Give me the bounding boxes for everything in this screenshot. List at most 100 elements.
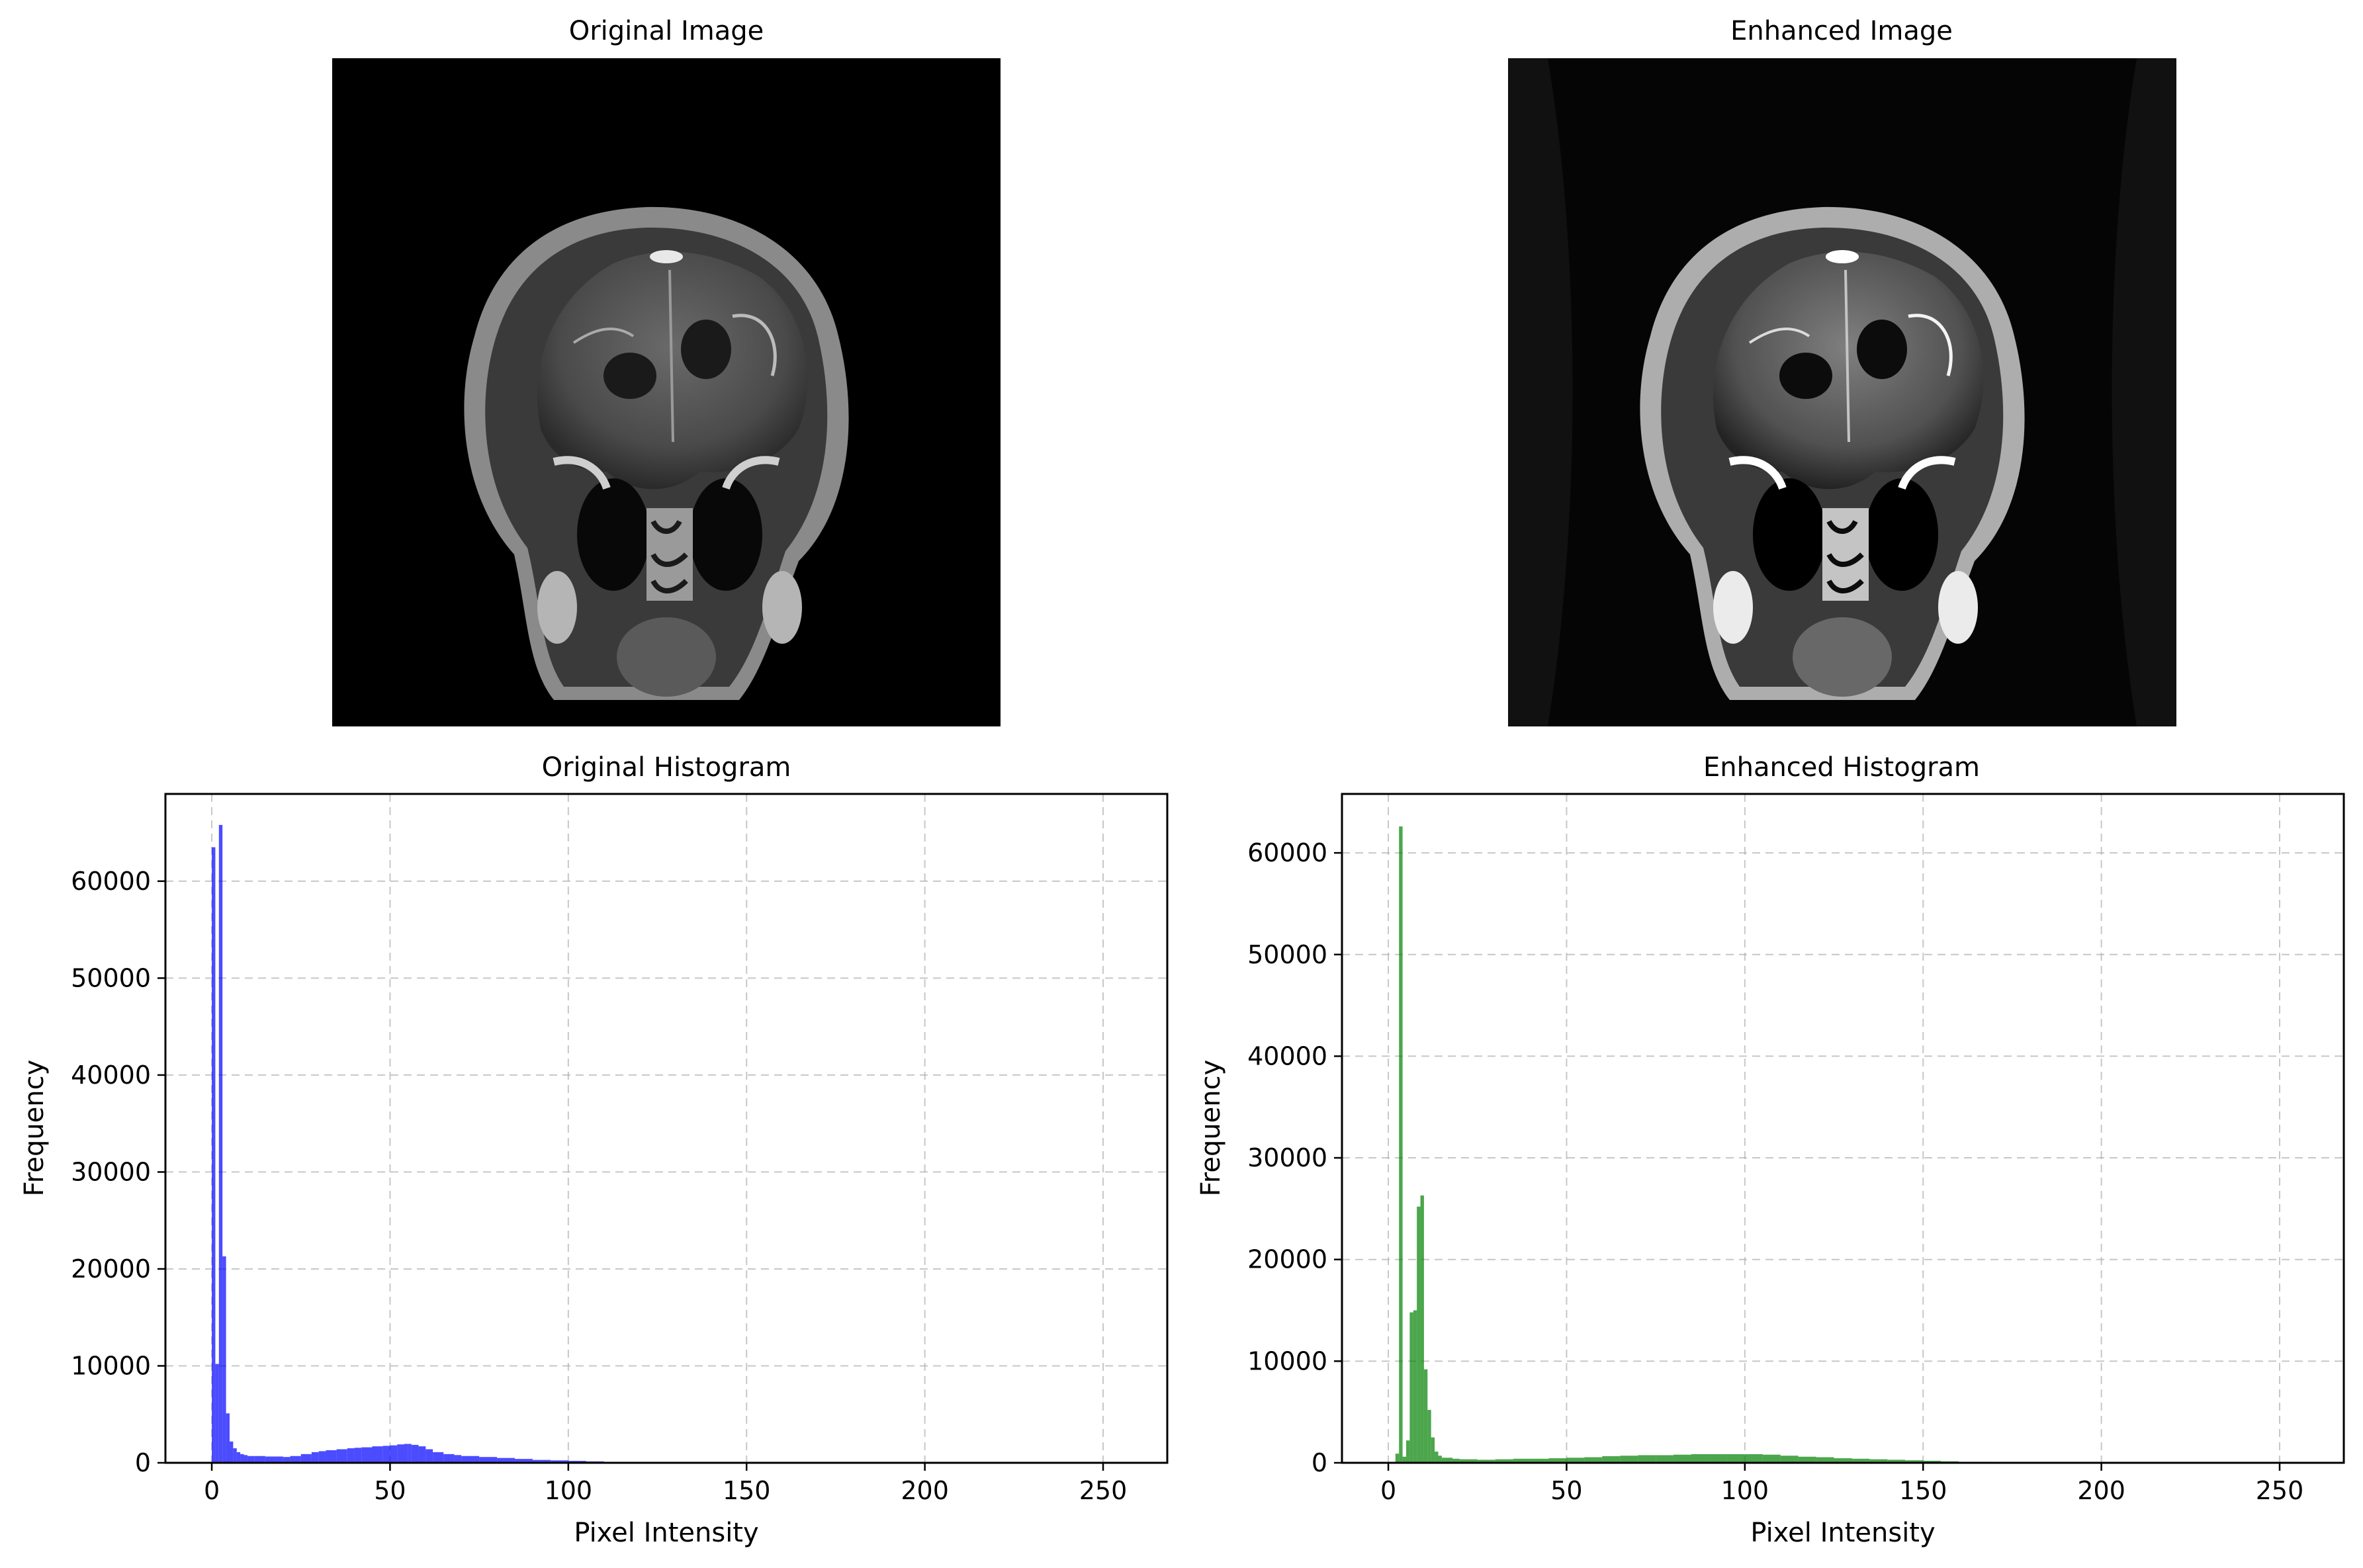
histogram-bar bbox=[418, 1446, 426, 1463]
histogram-bar bbox=[404, 1444, 408, 1463]
original-histogram: Original Histogram 0 50 100 150 200 250 0 1000… bbox=[19, 752, 1169, 1548]
histogram-bar bbox=[408, 1444, 412, 1463]
histogram-bar bbox=[1584, 1457, 1603, 1463]
enhanced-histogram-xticks: 0 50 100 150 200 250 bbox=[1380, 1463, 2303, 1505]
histogram-bar bbox=[1834, 1458, 1852, 1463]
y-tick-label: 0 bbox=[1312, 1448, 1327, 1477]
original-histogram-yticks: 0 10000 20000 30000 40000 50000 60000 bbox=[71, 867, 165, 1477]
histogram-bar bbox=[1459, 1459, 1478, 1463]
original-mri-image bbox=[332, 58, 1001, 726]
histogram-bar bbox=[247, 1456, 255, 1463]
histogram-bar bbox=[1905, 1460, 1924, 1463]
histogram-bar bbox=[1413, 1310, 1417, 1463]
histogram-bar bbox=[1762, 1454, 1781, 1463]
histogram-bar bbox=[1431, 1437, 1435, 1463]
histogram-bar bbox=[311, 1452, 319, 1463]
histogram-bar bbox=[1869, 1459, 1888, 1463]
original-histogram-grid bbox=[165, 794, 1167, 1463]
original-histogram-frame bbox=[164, 793, 1169, 1464]
histogram-bar bbox=[1816, 1457, 1834, 1463]
y-tick-label: 40000 bbox=[1247, 1041, 1327, 1070]
x-tick-label: 0 bbox=[1380, 1476, 1396, 1505]
histogram-bar bbox=[1566, 1458, 1585, 1463]
original-histogram-bars bbox=[212, 824, 679, 1463]
x-tick-label: 100 bbox=[1721, 1476, 1769, 1505]
y-tick-label: 50000 bbox=[1247, 940, 1327, 969]
y-tick-label: 60000 bbox=[71, 867, 151, 896]
histogram-bar bbox=[361, 1447, 373, 1463]
histogram-bar bbox=[1452, 1458, 1460, 1463]
original-image-title: Original Image bbox=[569, 16, 764, 46]
x-tick-label: 250 bbox=[2256, 1476, 2304, 1505]
histogram-bar bbox=[226, 1413, 230, 1463]
histogram-bar bbox=[433, 1452, 444, 1463]
histogram-bar bbox=[425, 1449, 433, 1463]
histogram-bar bbox=[1548, 1458, 1567, 1463]
histogram-bar bbox=[1417, 1206, 1421, 1463]
x-tick-label: 200 bbox=[2077, 1476, 2125, 1505]
histogram-bar bbox=[461, 1456, 480, 1463]
histogram-bar bbox=[222, 1256, 226, 1463]
enhanced-histogram-bars bbox=[1395, 826, 2070, 1463]
histogram-bar bbox=[479, 1457, 498, 1463]
histogram-bar bbox=[236, 1452, 241, 1463]
y-tick-label: 60000 bbox=[1247, 838, 1327, 867]
histogram-bar bbox=[1744, 1454, 1763, 1463]
histogram-bar bbox=[283, 1457, 290, 1463]
histogram-bar bbox=[1395, 1454, 1400, 1463]
original-histogram-xlabel: Pixel Intensity bbox=[574, 1518, 758, 1548]
x-tick-label: 150 bbox=[1899, 1476, 1947, 1505]
y-tick-label: 20000 bbox=[71, 1254, 151, 1284]
histogram-bar bbox=[1438, 1456, 1442, 1463]
histogram-bar bbox=[1435, 1452, 1439, 1463]
histogram-bar bbox=[397, 1444, 404, 1463]
histogram-bar bbox=[233, 1448, 237, 1463]
histogram-bar bbox=[532, 1459, 551, 1463]
y-tick-label: 50000 bbox=[71, 963, 151, 992]
histogram-bar bbox=[336, 1449, 347, 1463]
histogram-bar bbox=[1691, 1454, 1709, 1463]
y-tick-label: 40000 bbox=[71, 1061, 151, 1090]
histogram-bar bbox=[212, 847, 216, 1463]
histogram-bar bbox=[1420, 1195, 1424, 1463]
x-tick-label: 200 bbox=[901, 1476, 949, 1505]
enhanced-histogram-grid bbox=[1342, 794, 2344, 1463]
enhanced-histogram-title: Enhanced Histogram bbox=[1703, 752, 1980, 783]
histogram-bar bbox=[1423, 1369, 1428, 1463]
original-histogram-title: Original Histogram bbox=[542, 752, 791, 783]
histogram-bar bbox=[1405, 1440, 1410, 1463]
histogram-bar bbox=[1851, 1458, 1870, 1463]
x-tick-label: 50 bbox=[1550, 1476, 1582, 1505]
histogram-bar bbox=[229, 1441, 234, 1463]
histogram-bar bbox=[1638, 1455, 1656, 1463]
histogram-bar bbox=[1495, 1459, 1513, 1463]
histogram-bar bbox=[1780, 1456, 1799, 1463]
histogram-bar bbox=[1923, 1460, 1941, 1463]
original-histogram-ylabel: Frequency bbox=[19, 1060, 50, 1197]
x-tick-label: 250 bbox=[1079, 1476, 1128, 1505]
histogram-bar bbox=[300, 1454, 312, 1463]
enhanced-histogram-frame bbox=[1341, 793, 2345, 1464]
histogram-bar bbox=[244, 1455, 247, 1463]
y-tick-label: 30000 bbox=[1247, 1143, 1327, 1172]
x-tick-label: 100 bbox=[545, 1476, 593, 1505]
histogram-bar bbox=[354, 1448, 362, 1463]
histogram-bar bbox=[347, 1448, 355, 1463]
y-tick-label: 10000 bbox=[1247, 1346, 1327, 1375]
histogram-bar bbox=[1427, 1410, 1431, 1463]
histogram-bar bbox=[550, 1460, 568, 1463]
histogram-bar bbox=[1620, 1456, 1638, 1463]
x-tick-label: 50 bbox=[374, 1476, 406, 1505]
histogram-bar bbox=[265, 1456, 277, 1463]
histogram-bar bbox=[382, 1446, 390, 1463]
histogram-bar bbox=[1726, 1454, 1745, 1463]
histogram-bar bbox=[318, 1451, 326, 1463]
histogram-bar bbox=[1602, 1456, 1621, 1463]
y-tick-label: 0 bbox=[135, 1448, 151, 1477]
histogram-bar bbox=[454, 1455, 462, 1463]
histogram-bar bbox=[497, 1458, 515, 1463]
y-tick-label: 30000 bbox=[71, 1157, 151, 1186]
y-tick-label: 20000 bbox=[1247, 1245, 1327, 1274]
histogram-bar bbox=[372, 1446, 383, 1463]
histogram-bar bbox=[290, 1456, 301, 1463]
